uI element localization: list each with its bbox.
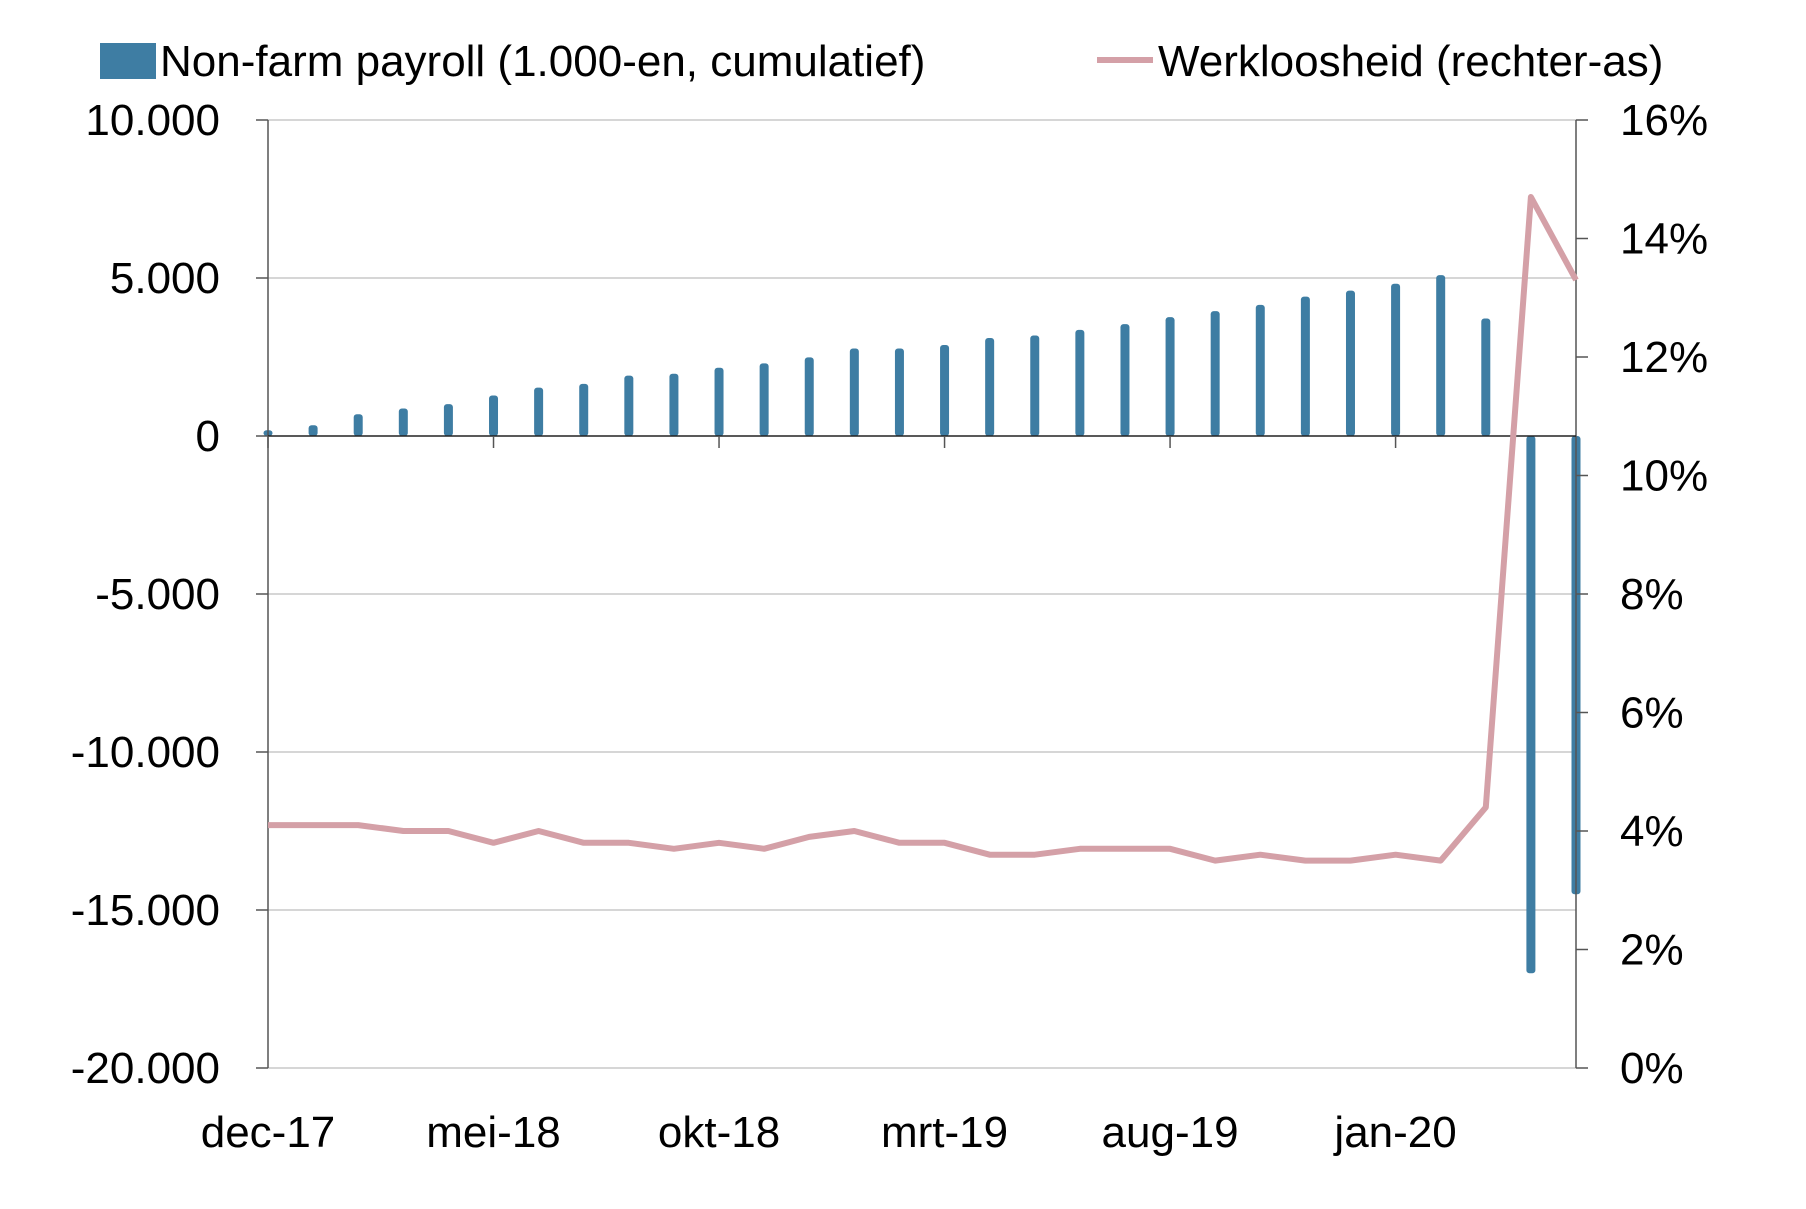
payroll-bar — [714, 367, 724, 436]
payroll-bar — [624, 375, 634, 436]
payroll-bar — [443, 404, 453, 436]
x-tick-label: okt-18 — [658, 1108, 780, 1157]
payroll-bar — [579, 383, 589, 436]
payroll-bar — [1210, 311, 1220, 436]
x-tick-label: mei-18 — [426, 1108, 561, 1157]
payroll-bars — [263, 275, 1581, 974]
x-tick-label: jan-20 — [1332, 1108, 1456, 1157]
payroll-bar — [1391, 283, 1401, 436]
payroll-bar — [1120, 324, 1130, 436]
payroll-bar — [1526, 436, 1536, 974]
payroll-bar — [985, 338, 995, 436]
right-tick-label: 0% — [1620, 1044, 1684, 1093]
unemployment-line — [268, 194, 1579, 864]
payroll-bar — [669, 373, 679, 436]
right-tick-label: 12% — [1620, 333, 1708, 382]
right-tick-label: 6% — [1620, 689, 1684, 738]
payroll-bar — [1481, 318, 1491, 436]
payroll-bar — [1300, 296, 1310, 436]
right-tick-label: 10% — [1620, 452, 1708, 501]
right-tick-label: 16% — [1620, 96, 1708, 145]
axes — [256, 119, 1588, 1069]
right-tick-label: 4% — [1620, 807, 1684, 856]
payroll-bar — [1075, 329, 1085, 436]
payroll-bar — [353, 414, 363, 436]
x-tick-label: dec-17 — [201, 1108, 336, 1157]
x-tick-label: mrt-19 — [881, 1108, 1008, 1157]
left-tick-label: 5.000 — [110, 254, 220, 303]
payroll-bar — [534, 387, 544, 436]
payroll-bar — [398, 408, 408, 436]
payroll-bar — [308, 425, 318, 436]
payroll-bar — [894, 348, 904, 436]
right-tick-label: 2% — [1620, 926, 1684, 975]
x-axis-tick-labels: dec-17 mei-18 okt-18 mrt-19 aug-19 jan-20 — [201, 1108, 1457, 1157]
gridlines — [268, 119, 1576, 1069]
payroll-bar — [940, 344, 950, 436]
left-tick-label: -5.000 — [95, 570, 220, 619]
legend-label-payroll: Non-farm payroll (1.000-en, cumulatief) — [160, 37, 925, 86]
payroll-bar — [1165, 317, 1175, 436]
left-tick-label: -10.000 — [71, 728, 220, 777]
payroll-bar — [804, 357, 814, 436]
right-axis-tick-labels: 16% 14% 12% 10% 8% 6% 4% 2% 0% — [1620, 96, 1708, 1093]
payroll-bar — [849, 348, 859, 436]
right-tick-label: 8% — [1620, 570, 1684, 619]
legend: Non-farm payroll (1.000-en, cumulatief) … — [100, 37, 1663, 86]
legend-label-unemployment: Werkloosheid (rechter-as) — [1158, 37, 1663, 86]
payroll-bar — [1255, 304, 1265, 436]
payroll-bar — [759, 363, 769, 436]
legend-bar-swatch — [100, 43, 156, 79]
left-tick-label: -20.000 — [71, 1044, 220, 1093]
left-tick-label: -15.000 — [71, 886, 220, 935]
payroll-bar — [489, 395, 499, 436]
left-axis-tick-labels: 10.000 5.000 0 -5.000 -10.000 -15.000 -20.000 — [71, 96, 220, 1093]
payroll-bar — [1436, 275, 1446, 436]
right-tick-label: 14% — [1620, 215, 1708, 264]
payroll-bar — [1345, 290, 1355, 436]
payroll-bar — [1030, 335, 1040, 436]
unemployment-line-layer — [268, 194, 1579, 864]
x-tick-label: aug-19 — [1102, 1108, 1239, 1157]
left-tick-label: 10.000 — [85, 96, 220, 145]
left-tick-label: 0 — [196, 412, 220, 461]
